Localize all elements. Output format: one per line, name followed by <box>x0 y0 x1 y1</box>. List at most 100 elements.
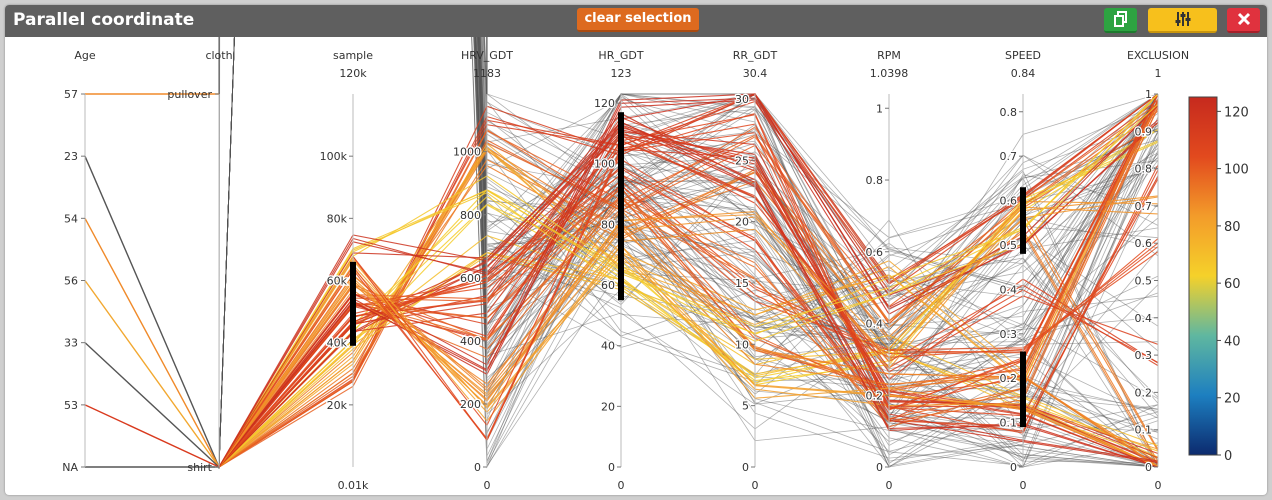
tick-label: 80 <box>601 218 615 231</box>
background-line <box>218 37 1159 468</box>
data-line <box>218 121 1159 468</box>
data-line <box>218 112 1159 468</box>
tick-label: 0 <box>742 461 749 474</box>
tick-label: 600 <box>460 272 481 285</box>
tick-label: 30 <box>735 93 749 106</box>
data-line <box>218 107 1159 468</box>
axis-title: HRV_GDT <box>461 49 513 62</box>
sliders-icon <box>1175 12 1190 26</box>
adjust-settings-button[interactable] <box>1148 8 1217 33</box>
data-line <box>218 150 1159 468</box>
tick-label: 100 <box>594 158 615 171</box>
data-line <box>218 98 1159 468</box>
tick-label: 0.6 <box>1135 237 1153 250</box>
background-line <box>218 37 1159 466</box>
background-line <box>218 37 1159 467</box>
axis-max-label: 0.84 <box>1011 67 1036 80</box>
brush-selection[interactable] <box>350 261 356 346</box>
axis-title: HR_GDT <box>598 49 643 62</box>
brush-selection[interactable] <box>618 112 624 301</box>
background-line <box>218 37 1159 468</box>
background-line <box>218 37 1159 467</box>
colorbar-tick-label: 80 <box>1224 220 1241 235</box>
brush-selection[interactable] <box>1020 351 1026 428</box>
background-line <box>218 37 1159 469</box>
tick-label: 60 <box>601 279 615 292</box>
background-line <box>218 37 1159 468</box>
tick-label: 0 <box>474 461 481 474</box>
data-line <box>218 106 1159 468</box>
background-line <box>218 37 1159 468</box>
background-line <box>218 37 1159 468</box>
tick-label: 1 <box>1145 88 1152 101</box>
colorbar-tick-label: 0 <box>1224 449 1232 464</box>
background-line <box>218 37 1159 467</box>
background-line <box>218 37 1159 468</box>
axis-min-label: 0 <box>484 479 491 492</box>
tick-label: 0 <box>1145 461 1152 474</box>
data-line <box>218 124 1159 468</box>
background-line <box>218 37 1159 468</box>
brush-selection[interactable] <box>1020 187 1026 254</box>
data-line <box>218 93 1159 468</box>
data-line <box>218 99 1159 468</box>
tick-label: 0.4 <box>1000 283 1018 296</box>
data-line <box>218 196 1159 468</box>
axis-title: sample <box>333 49 373 62</box>
title-bar: Parallel coordinate clear selection <box>5 5 1267 37</box>
colorbar-tick-label: 100 <box>1224 163 1249 178</box>
background-line <box>218 37 1159 468</box>
tick-label: 0.4 <box>1135 312 1153 325</box>
age-cloth-line <box>84 155 220 468</box>
data-line <box>218 209 1159 468</box>
axis-max-label: 123 <box>611 67 632 80</box>
tick-label: 10 <box>735 338 749 351</box>
tick-label: 57 <box>64 88 78 101</box>
data-line <box>218 93 1159 468</box>
data-line <box>218 121 1159 468</box>
background-line <box>218 37 1159 469</box>
data-line <box>218 222 1159 468</box>
background-line <box>218 37 1159 466</box>
background-line <box>218 37 1159 468</box>
background-line <box>218 37 1159 468</box>
tick-label: 53 <box>64 399 78 412</box>
tick-label: 0.3 <box>1135 349 1153 362</box>
tick-label: shirt <box>187 461 212 474</box>
background-line <box>218 37 1159 469</box>
background-line <box>218 37 1159 466</box>
axis-title: Age <box>74 49 96 62</box>
tick-label: 0 <box>876 461 883 474</box>
background-line <box>218 37 1159 469</box>
tick-label: 5 <box>742 400 749 413</box>
close-button[interactable] <box>1227 8 1260 33</box>
tick-label: 0 <box>1010 461 1017 474</box>
axis-title: SPEED <box>1005 49 1041 62</box>
tick-label: 0 <box>608 461 615 474</box>
background-line <box>218 37 1159 466</box>
window-title: Parallel coordinate <box>13 10 195 30</box>
tick-label: 0.1 <box>1000 417 1018 430</box>
tick-label: 0.3 <box>1000 328 1018 341</box>
tick-label: 0.7 <box>1135 200 1153 213</box>
tick-label: 1 <box>876 102 883 115</box>
data-line <box>218 255 1159 468</box>
copy-button[interactable] <box>1104 8 1137 33</box>
clear-selection-button[interactable]: clear selection <box>577 8 699 32</box>
tick-label: 0.6 <box>1000 195 1018 208</box>
tick-label: 15 <box>735 277 749 290</box>
tick-label: 800 <box>460 209 481 222</box>
tick-label: 0.7 <box>1000 150 1018 163</box>
tick-label: 80k <box>327 212 348 225</box>
background-line <box>218 37 1159 467</box>
tick-label: 0.2 <box>866 389 884 402</box>
axis-max-label: 1 <box>1155 67 1162 80</box>
data-line <box>218 93 1159 468</box>
axis-max-label: 1183 <box>473 67 501 80</box>
tick-label: 0.8 <box>1135 163 1153 176</box>
copy-icon <box>1113 11 1127 27</box>
axis-max-label: 120k <box>339 67 367 80</box>
parallel-coordinates-chart[interactable]: Age 57 23 54 56 33 53 NA cloth pullover shirt sampl… <box>5 37 1267 495</box>
tick-label: 200 <box>460 398 481 411</box>
tick-label: 400 <box>460 335 481 348</box>
